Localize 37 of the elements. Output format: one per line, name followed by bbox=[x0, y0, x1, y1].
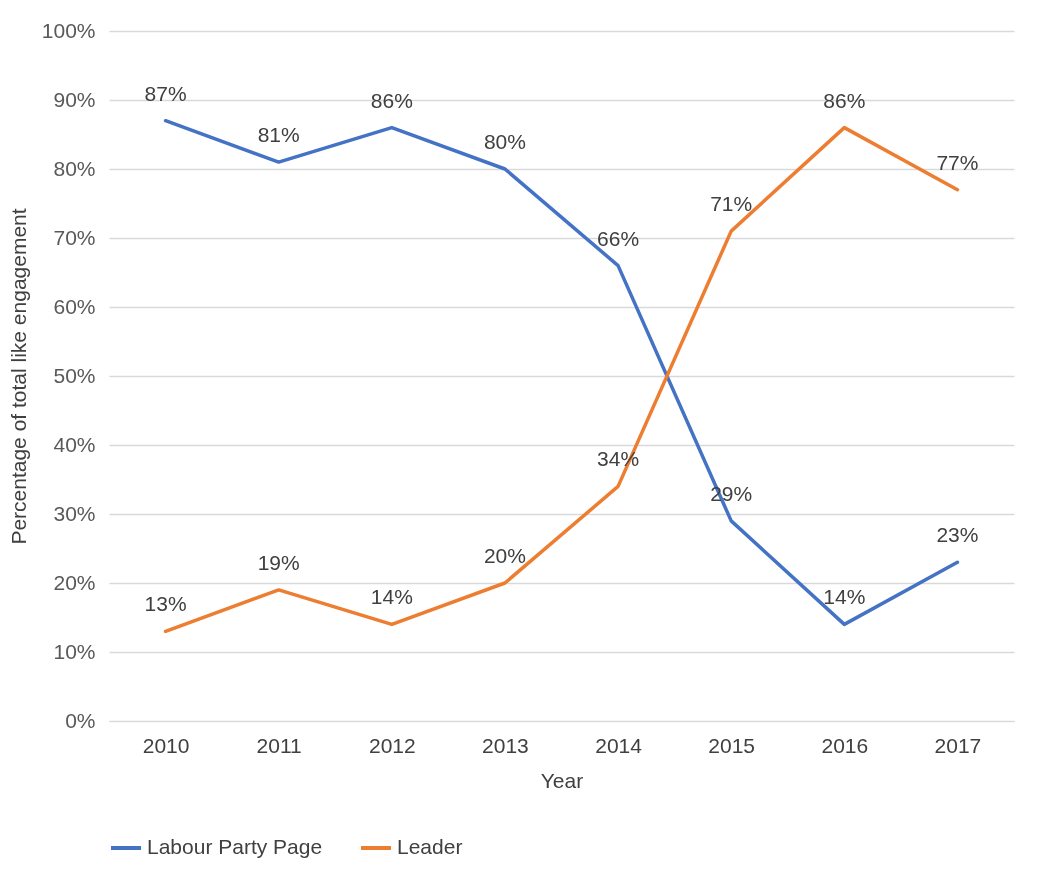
x-tick-label: 2011 bbox=[256, 733, 302, 757]
x-tick-label: 2012 bbox=[368, 733, 416, 757]
x-tick-label: 2017 bbox=[934, 733, 982, 757]
y-tick-label: 60% bbox=[53, 294, 96, 318]
data-label: 19% bbox=[257, 550, 300, 574]
x-tick-label: 2016 bbox=[821, 733, 869, 757]
data-label: 13% bbox=[144, 592, 187, 616]
y-tick-label: 70% bbox=[53, 225, 96, 249]
y-axis-title: Percentage of total like engagement bbox=[6, 208, 30, 545]
y-tick-label: 20% bbox=[53, 570, 96, 594]
data-label: 86% bbox=[370, 88, 413, 112]
x-axis-title: Year bbox=[540, 768, 584, 792]
y-tick-label: 0% bbox=[65, 708, 96, 732]
data-label: 23% bbox=[936, 523, 979, 547]
legend-label: Leader bbox=[397, 835, 463, 858]
x-tick-label: 2015 bbox=[708, 733, 756, 757]
data-label: 66% bbox=[597, 226, 640, 250]
data-label: 87% bbox=[144, 81, 187, 105]
y-tick-label: 40% bbox=[53, 432, 96, 456]
x-tick-label: 2013 bbox=[482, 733, 529, 757]
legend-label: Labour Party Page bbox=[147, 835, 323, 858]
data-label: 14% bbox=[823, 585, 866, 609]
x-tick-label: 2014 bbox=[595, 733, 643, 757]
data-label: 80% bbox=[483, 130, 526, 153]
data-label: 81% bbox=[257, 123, 300, 147]
x-tick-label: 2010 bbox=[142, 733, 190, 757]
y-tick-label: 80% bbox=[53, 156, 96, 180]
y-tick-label: 90% bbox=[53, 87, 96, 111]
y-tick-label: 100% bbox=[41, 18, 96, 42]
data-label: 86% bbox=[823, 88, 866, 112]
data-label: 20% bbox=[483, 544, 526, 567]
data-label: 71% bbox=[710, 192, 753, 216]
y-tick-label: 30% bbox=[53, 501, 96, 525]
y-tick-label: 50% bbox=[53, 363, 96, 387]
data-label: 14% bbox=[370, 585, 413, 609]
data-label: 77% bbox=[936, 150, 979, 174]
y-tick-label: 10% bbox=[53, 639, 96, 663]
